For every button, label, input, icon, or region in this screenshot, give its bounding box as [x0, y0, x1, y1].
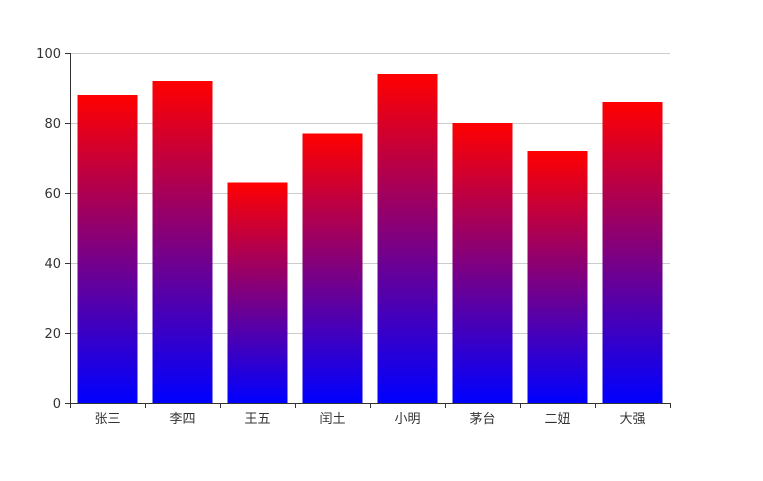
bar-4[interactable] — [377, 74, 438, 403]
tick-labels: 0 20 40 60 80 100 张三 李四 王五 闰土 小明 茅台 二妞 大强 — [36, 47, 645, 427]
bar-0[interactable] — [77, 95, 138, 403]
x-tick-label: 李四 — [169, 412, 195, 427]
y-tick-label: 60 — [44, 187, 61, 202]
x-tick-label: 小明 — [394, 412, 420, 427]
bar-6[interactable] — [527, 151, 588, 403]
bar-3[interactable] — [302, 133, 363, 404]
bar-5[interactable] — [452, 123, 513, 403]
y-tick-label: 20 — [44, 327, 61, 342]
bars — [77, 74, 663, 404]
y-tick-label: 40 — [44, 257, 61, 272]
x-tick-label: 王五 — [244, 412, 270, 427]
x-tick-label: 张三 — [94, 412, 120, 427]
bar-2[interactable] — [227, 182, 288, 404]
y-tick-label: 0 — [53, 397, 61, 412]
bar-1[interactable] — [152, 81, 213, 403]
x-tick-label: 闰土 — [319, 412, 345, 427]
y-tick-label: 100 — [36, 47, 61, 62]
x-tick-label: 大强 — [619, 412, 645, 427]
y-tick-label: 80 — [44, 117, 61, 132]
bar-7[interactable] — [602, 102, 663, 403]
x-tick-label: 二妞 — [544, 412, 570, 427]
axes — [65, 53, 671, 408]
x-tick-label: 茅台 — [469, 412, 495, 427]
